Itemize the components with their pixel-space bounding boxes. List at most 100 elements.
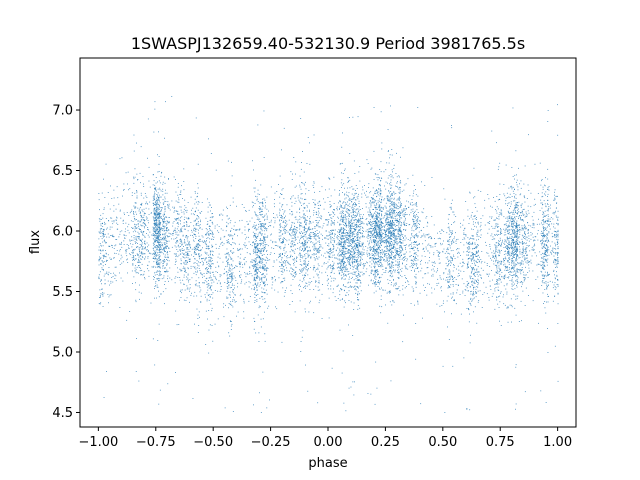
data-point <box>390 220 391 222</box>
data-point <box>504 276 506 278</box>
data-point <box>510 234 511 235</box>
data-point <box>263 254 265 255</box>
data-point <box>168 280 169 282</box>
data-point <box>211 244 213 246</box>
data-point <box>255 247 257 249</box>
data-point <box>186 221 188 223</box>
data-point <box>346 292 348 294</box>
data-point <box>208 234 210 236</box>
data-point <box>474 247 476 249</box>
data-point <box>549 273 550 275</box>
data-point <box>512 233 514 234</box>
data-point <box>346 211 347 213</box>
data-point <box>369 228 371 230</box>
data-point <box>546 210 548 212</box>
data-point <box>377 213 379 215</box>
data-point <box>344 256 346 258</box>
data-point <box>235 243 236 245</box>
data-point <box>114 245 116 247</box>
data-point <box>198 235 200 237</box>
data-point <box>514 270 516 271</box>
data-point <box>331 267 333 269</box>
data-point <box>289 251 291 253</box>
data-point <box>167 270 169 272</box>
data-point <box>489 221 491 222</box>
data-point <box>478 238 479 240</box>
data-point <box>346 191 348 193</box>
data-point <box>356 214 358 216</box>
data-point <box>470 278 472 280</box>
data-point <box>350 251 352 252</box>
data-point <box>388 242 389 244</box>
data-point <box>476 246 478 248</box>
data-point <box>144 243 146 245</box>
data-point <box>138 272 139 274</box>
data-point <box>319 271 320 273</box>
data-point <box>287 261 289 263</box>
data-point <box>308 246 310 248</box>
data-point <box>555 259 557 261</box>
data-point <box>502 296 504 298</box>
data-point <box>545 251 547 253</box>
data-point <box>174 245 176 247</box>
data-point <box>261 202 263 204</box>
data-point <box>498 283 500 285</box>
data-point <box>532 270 534 272</box>
data-point <box>290 264 291 266</box>
data-point <box>424 240 426 242</box>
data-point <box>367 230 369 232</box>
data-point <box>489 246 491 247</box>
data-point <box>158 239 160 241</box>
data-point <box>342 274 344 275</box>
data-point <box>231 265 233 267</box>
data-point <box>189 301 190 303</box>
data-point <box>391 232 392 234</box>
data-point <box>176 223 178 224</box>
data-point <box>544 265 546 267</box>
data-point <box>260 202 261 204</box>
data-point <box>522 219 524 220</box>
data-point <box>314 246 316 248</box>
data-point <box>227 223 229 225</box>
data-point <box>214 323 216 325</box>
data-point <box>557 224 559 226</box>
data-point <box>366 268 368 270</box>
data-point <box>388 241 390 243</box>
data-point <box>542 266 544 268</box>
data-point <box>381 142 383 144</box>
data-point <box>531 255 533 257</box>
data-point <box>413 236 415 238</box>
data-point <box>486 263 488 264</box>
data-point <box>300 225 301 226</box>
data-point <box>509 254 511 256</box>
data-point <box>266 269 268 271</box>
data-point <box>391 250 393 252</box>
data-point <box>389 270 391 272</box>
data-point <box>226 225 228 227</box>
data-point <box>399 181 401 183</box>
data-point <box>349 250 351 251</box>
data-point <box>170 233 172 235</box>
data-point <box>173 230 174 232</box>
data-point <box>155 199 157 201</box>
data-point <box>342 269 343 271</box>
data-point <box>368 221 370 223</box>
data-point <box>138 259 140 261</box>
data-point <box>206 300 208 302</box>
data-point <box>415 225 417 227</box>
data-point <box>508 252 510 254</box>
data-point <box>213 274 215 276</box>
data-point <box>447 265 449 267</box>
data-point <box>508 238 509 240</box>
data-point <box>341 237 343 239</box>
data-point <box>372 202 374 204</box>
data-point <box>480 218 482 219</box>
data-point <box>468 283 469 284</box>
data-point <box>541 180 542 182</box>
data-point <box>315 242 317 244</box>
data-point <box>357 195 359 197</box>
data-point <box>343 251 345 253</box>
data-point <box>182 268 184 269</box>
data-point <box>347 232 348 233</box>
data-point <box>276 191 278 192</box>
